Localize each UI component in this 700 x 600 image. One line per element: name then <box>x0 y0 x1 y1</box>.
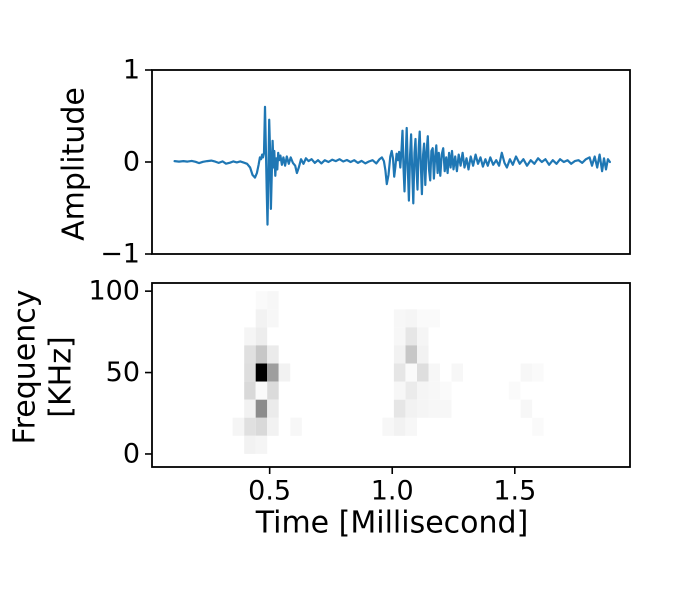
bottom-y-tick-label: 0 <box>123 438 140 469</box>
spectrogram-cell <box>440 399 452 418</box>
bottom-y-tick-label: 100 <box>88 276 140 307</box>
bottom-y-axis-label-line2: [KHz] <box>43 336 79 418</box>
top-y-tick-label: 0 <box>123 147 140 178</box>
spectrogram-cell <box>417 399 429 418</box>
spectrogram-cell <box>255 363 268 382</box>
spectrogram-cell <box>267 345 279 364</box>
spectrogram-cell <box>393 327 406 346</box>
spectrogram-cell <box>417 327 429 346</box>
spectrogram-cell <box>393 399 406 418</box>
spectrogram-cell <box>393 309 406 328</box>
spectrogram-cell <box>267 291 279 310</box>
spectrogram-cell <box>393 381 406 400</box>
spectrogram-cell <box>244 399 256 418</box>
spectrogram-cell <box>405 345 417 364</box>
spectrogram-cell <box>405 363 417 382</box>
x-axis-label: Time [Millisecond] <box>255 505 529 541</box>
x-tick-label: 0.5 <box>248 476 291 507</box>
spectrogram-cell <box>244 417 256 436</box>
bottom-plot-frame <box>151 282 631 468</box>
spectrogram-cell <box>405 381 417 400</box>
spectrogram-cell <box>267 417 279 436</box>
spectrogram-cell <box>244 435 256 454</box>
waveform-line <box>173 105 611 226</box>
spectrogram-cell <box>255 291 268 310</box>
spectrogram-cell <box>278 363 291 382</box>
top-y-tick-label: −1 <box>100 239 140 270</box>
spectrogram-cell <box>393 417 406 436</box>
spectrogram-cell <box>393 345 406 364</box>
spectrogram-cell <box>255 417 268 436</box>
spectrogram-cell <box>428 363 440 382</box>
spectrogram-cell <box>417 309 429 328</box>
spectrogram-cell <box>244 345 256 364</box>
spectrogram-cell <box>428 399 440 418</box>
spectrogram-cell <box>290 417 302 436</box>
x-tick-label: 1.0 <box>371 476 414 507</box>
spectrogram-cell <box>532 417 544 436</box>
spectrogram-cell <box>255 327 268 346</box>
x-tick-label: 1.5 <box>493 476 536 507</box>
spectrogram-cell <box>428 381 440 400</box>
top-y-tick-label: 1 <box>123 55 140 86</box>
spectrogram-cell <box>255 381 268 400</box>
spectrogram-cell <box>532 363 544 382</box>
spectrogram-cell <box>508 381 521 400</box>
bottom-y-tick-label: 50 <box>106 357 140 388</box>
spectrogram-cell <box>405 309 417 328</box>
spectrogram-cell <box>267 381 279 400</box>
spectrogram-cell <box>417 345 429 364</box>
spectrogram-cell <box>405 327 417 346</box>
spectrogram-cell <box>405 399 417 418</box>
spectrogram-cell <box>520 399 533 418</box>
spectrogram-cell <box>255 399 268 418</box>
spectrogram-cell <box>255 435 268 454</box>
spectrogram-cell <box>428 309 440 328</box>
spectrogram-cell <box>520 363 533 382</box>
spectrogram-cell <box>405 417 417 436</box>
spectrogram-cell <box>393 363 406 382</box>
spectrogram-cell <box>267 399 279 418</box>
top-y-axis-label: Amplitude <box>56 87 92 241</box>
spectrogram-cell <box>451 363 463 382</box>
bottom-y-axis-label-line1: Frequency <box>7 289 43 445</box>
spectrogram-cell <box>417 381 429 400</box>
spectrogram-cell <box>267 363 279 382</box>
spectrogram-cell <box>440 381 452 400</box>
spectrogram-cell <box>382 417 394 436</box>
spectrogram-cell <box>244 327 256 346</box>
spectrogram-cell <box>255 345 268 364</box>
spectrogram-cell <box>244 363 256 382</box>
spectrogram-cell <box>255 309 268 328</box>
spectrogram-cell <box>417 363 429 382</box>
spectrogram-cell <box>232 417 245 436</box>
spectrogram-cell <box>244 381 256 400</box>
spectrogram-cell <box>267 309 279 328</box>
